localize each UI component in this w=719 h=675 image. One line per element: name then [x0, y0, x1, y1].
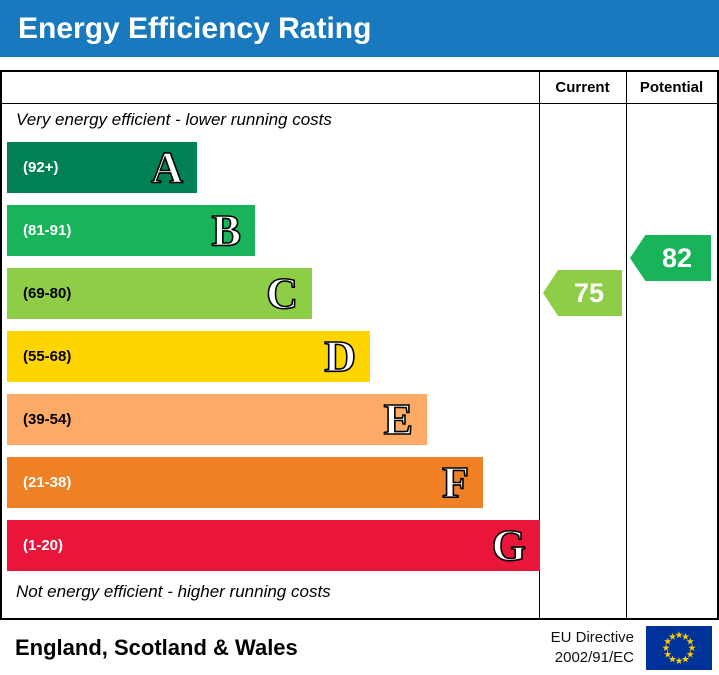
- current-rating-value: 75: [573, 277, 605, 308]
- chart-footer: England, Scotland & Wales EU Directive 2…: [0, 620, 719, 675]
- band-bar-f: (21-38) F: [7, 457, 483, 508]
- band-e-range: (39-54): [23, 411, 72, 428]
- band-a-letter: A: [150, 142, 183, 192]
- column-header-divider: [2, 103, 717, 104]
- band-f-range: (21-38): [23, 474, 72, 491]
- band-bar-a: (92+) A: [7, 142, 197, 193]
- band-a-range: (92+): [23, 159, 59, 176]
- band-c-range: (69-80): [23, 285, 72, 302]
- band-e-letter: E: [383, 394, 414, 444]
- band-f-letter: F: [441, 457, 469, 507]
- band-d-range: (55-68): [23, 348, 72, 365]
- band-bar-g: (1-20) G: [7, 520, 540, 571]
- current-column-divider: [539, 72, 540, 618]
- eu-directive-label: EU Directive 2002/91/EC: [551, 628, 634, 668]
- potential-column-header: Potential: [639, 79, 704, 96]
- band-g-range: (1-20): [23, 537, 64, 554]
- current-rating-arrow: 75: [543, 270, 622, 316]
- rating-chart: Current Potential Very energy efficient …: [0, 70, 719, 620]
- band-bar-b: (81-91) B: [7, 205, 255, 256]
- eu-directive-line2: 2002/91/EC: [554, 648, 634, 666]
- band-bar-e: (39-54) E: [7, 394, 427, 445]
- bands: (92+) A (81-91) B (69-80) C (55-68) D (3…: [7, 142, 540, 583]
- potential-rating-arrow: 82: [630, 235, 711, 281]
- current-column-header: Current: [555, 79, 610, 96]
- eu-flag-icon: [646, 625, 712, 670]
- potential-rating-value: 82: [661, 242, 693, 273]
- band-d-letter: D: [323, 331, 356, 381]
- page-title: Energy Efficiency Rating: [18, 11, 372, 45]
- band-b-range: (81-91): [23, 222, 72, 239]
- eu-directive-line1: EU Directive: [550, 628, 634, 646]
- region-label: England, Scotland & Wales: [15, 634, 298, 660]
- top-note: Very energy efficient - lower running co…: [16, 110, 332, 129]
- band-bar-c: (69-80) C: [7, 268, 312, 319]
- band-b-letter: B: [211, 205, 242, 255]
- potential-column-divider: [626, 72, 627, 618]
- band-c-letter: C: [265, 268, 298, 318]
- band-g-letter: G: [491, 520, 527, 570]
- band-bar-d: (55-68) D: [7, 331, 370, 382]
- bottom-note: Not energy efficient - higher running co…: [16, 582, 331, 601]
- chart-header: Energy Efficiency Rating: [0, 0, 719, 57]
